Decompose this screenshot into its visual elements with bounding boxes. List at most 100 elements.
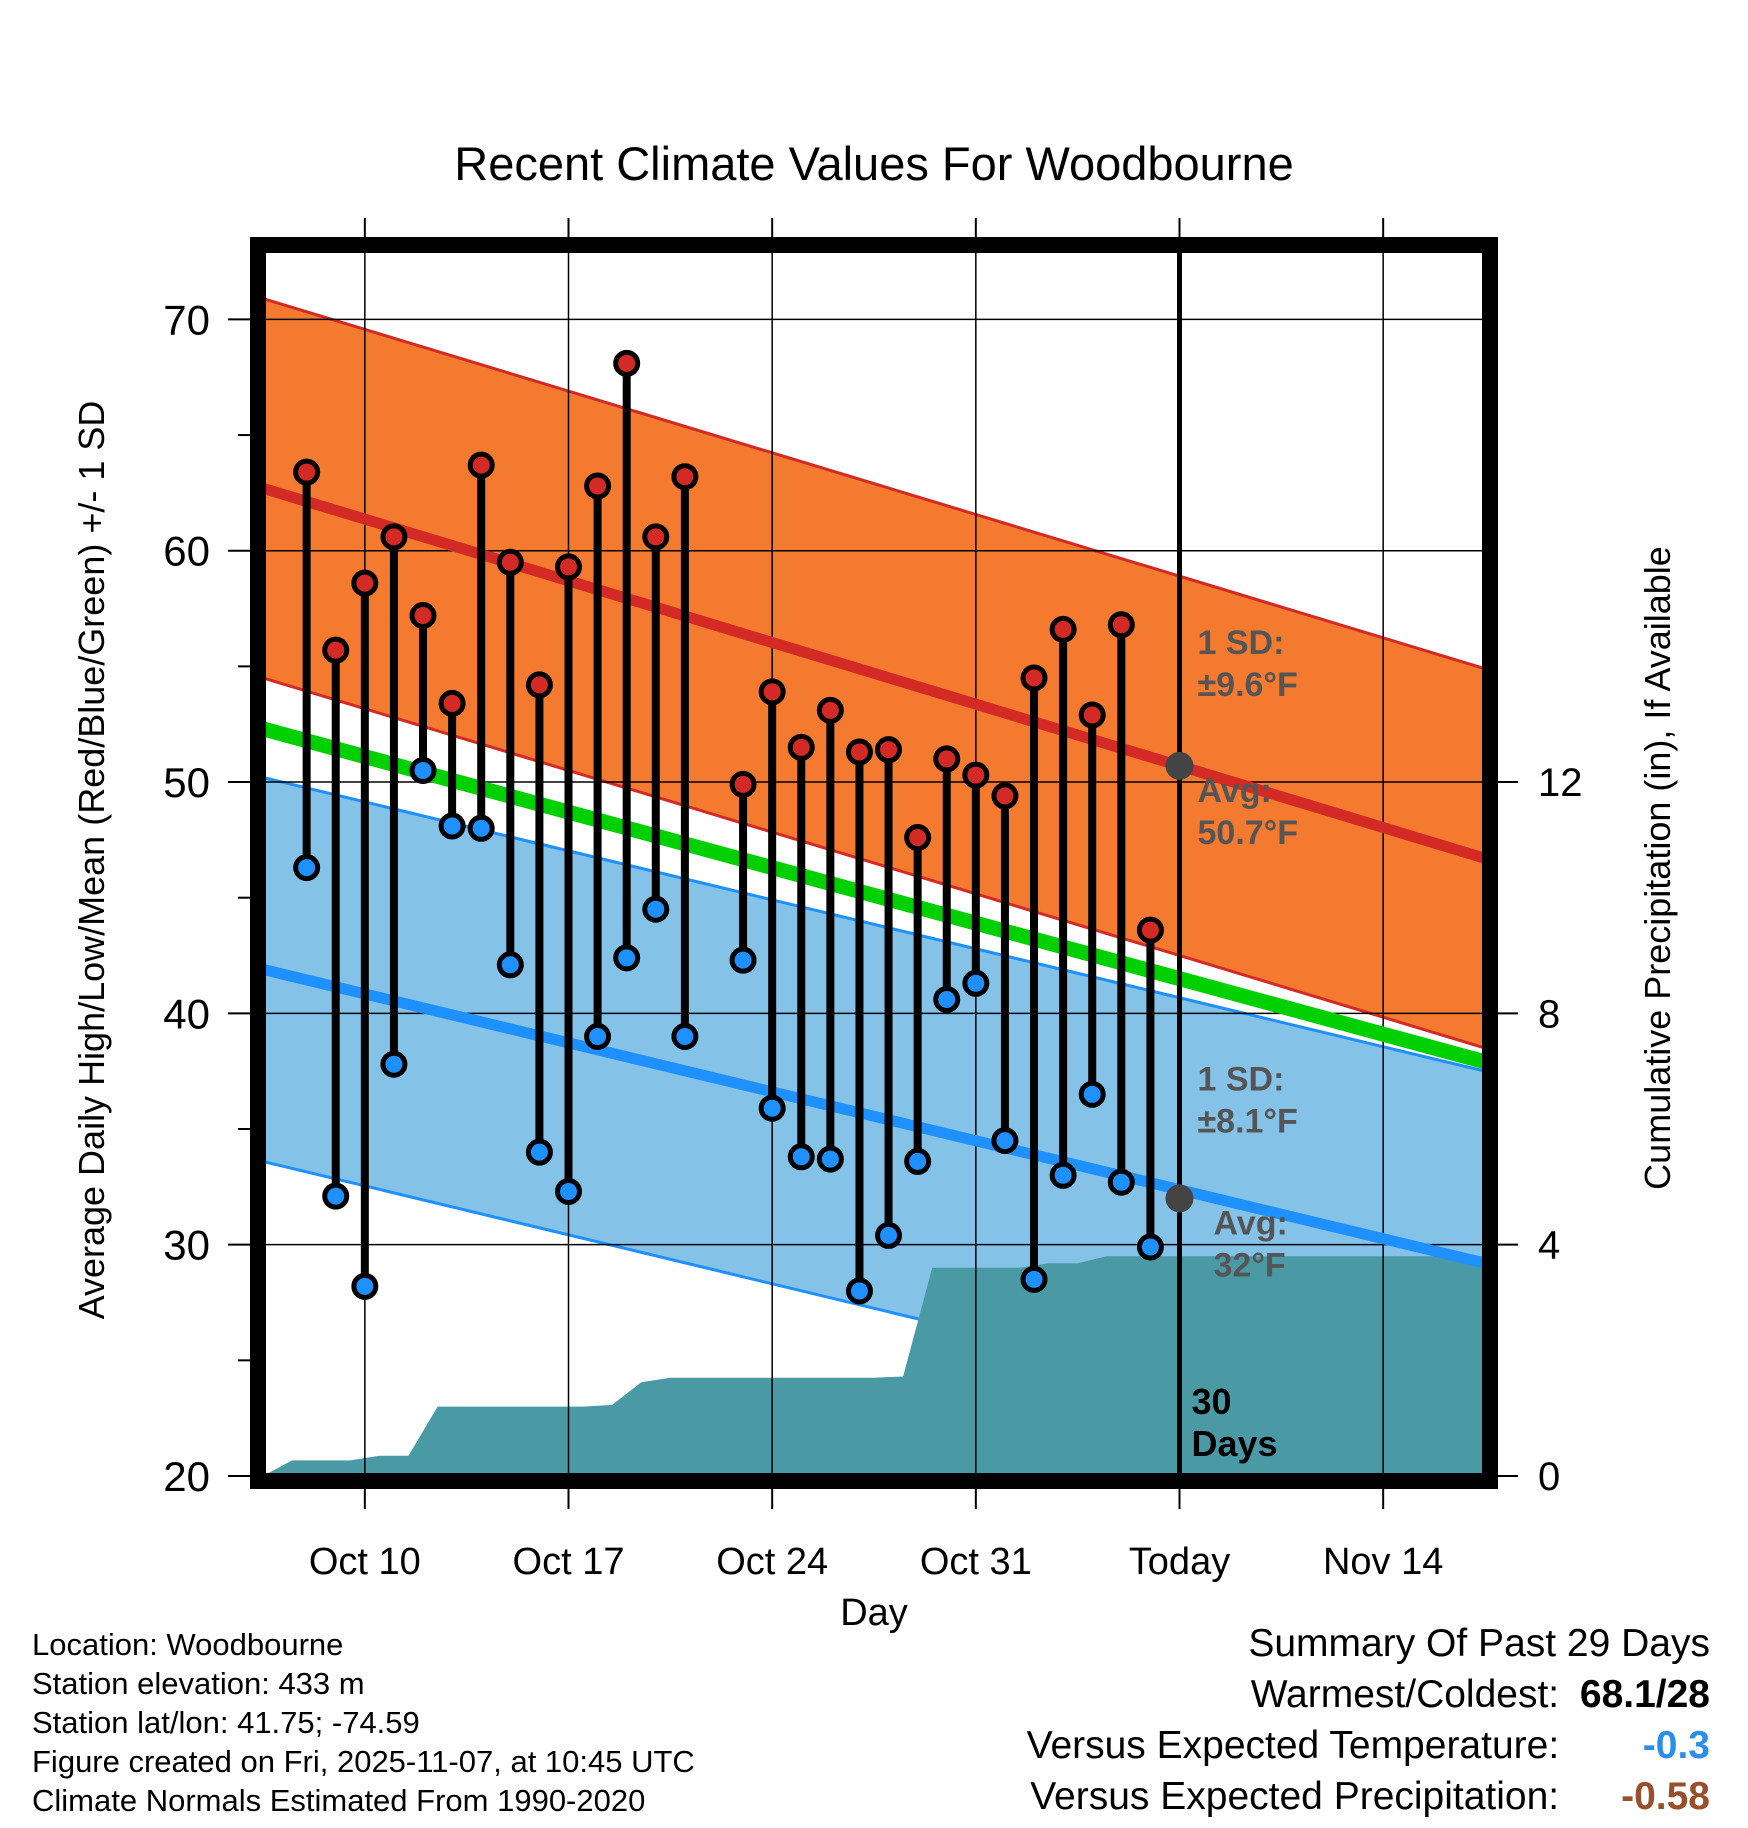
high-band-lower-edge [263, 676, 1485, 1050]
obs-low-point [613, 944, 641, 972]
high-avg-annotation-line: Avg: [1198, 772, 1272, 810]
obs-low-point [729, 946, 757, 974]
y-tick-label: 30 [163, 1222, 210, 1269]
observations [293, 349, 1164, 1305]
obs-low-point [525, 1138, 553, 1166]
annotations: 1 SD: ±9.6°F Avg: 50.7°F 1 SD: ±8.1°F Avg: 32°F… [1165, 624, 1299, 1464]
obs-high-point [380, 523, 408, 551]
obs-high-point [1107, 611, 1135, 639]
summary-precip: Versus Expected Precipitation: -0.58 [1027, 1771, 1710, 1822]
y2-tick-label: 4 [1538, 1224, 1560, 1268]
y-tick-label: 60 [163, 528, 210, 575]
obs-high-point [438, 689, 466, 717]
high-avg-annotation-line: 50.7°F [1198, 814, 1299, 852]
obs-high-point [322, 636, 350, 664]
obs-low-point [351, 1272, 379, 1300]
obs-high-point [1020, 664, 1048, 692]
obs-high-point [758, 678, 786, 706]
station-location: Location: Woodbourne [32, 1627, 344, 1662]
high-band-upper-edge [263, 297, 1485, 671]
days-annotation: 30 Days [1192, 1381, 1278, 1464]
obs-low-point [671, 1022, 699, 1050]
obs-low-point [758, 1094, 786, 1122]
climate-normals: Climate Normals Estimated From 1990-2020 [32, 1783, 646, 1818]
x-tick-label: Today [1129, 1541, 1230, 1583]
x-tick-label: Oct 17 [513, 1541, 625, 1583]
obs-high-point [555, 553, 582, 581]
today-high-avg-dot [1165, 751, 1194, 780]
summary-warm-cold: Warmest/Coldest: 68.1/28 [1027, 1669, 1710, 1720]
low-sd-annotation-line: 1 SD: [1198, 1060, 1285, 1098]
normal-high-line [263, 482, 1485, 864]
obs-low-point [933, 985, 961, 1013]
precip-value: -0.58 [1621, 1775, 1710, 1818]
y-axis-label: Average Daily High/Low/Mean (Red/Blue/Gr… [71, 401, 112, 1320]
obs-high-point [613, 349, 641, 377]
station-elevation: Station elevation: 433 m [32, 1666, 365, 1701]
obs-low-point [1049, 1161, 1077, 1189]
y2-axis-label: Cumulative Precipitation (in), If Availa… [1637, 546, 1678, 1190]
y-tick-label: 20 [163, 1453, 210, 1500]
low-avg-annotation-line: 32°F [1214, 1246, 1286, 1284]
x-tick-label: Oct 31 [920, 1541, 1032, 1583]
days-annotation-line: Days [1192, 1423, 1278, 1464]
obs-low-point [409, 756, 437, 784]
obs-high-point [991, 782, 1019, 810]
obs-low-point [584, 1022, 612, 1050]
high-sd-annotation-line: ±9.6°F [1198, 666, 1298, 704]
obs-high-point [671, 463, 699, 491]
obs-high-point [584, 472, 612, 500]
obs-high-point [962, 761, 990, 789]
station-latlon: Station lat/lon: 41.75; -74.59 [32, 1705, 420, 1740]
obs-high-point [729, 770, 757, 798]
obs-low-point [845, 1277, 873, 1305]
y-tick-label: 40 [163, 990, 210, 1037]
obs-low-point [642, 895, 670, 923]
obs-high-point [1078, 701, 1106, 729]
obs-low-point [875, 1221, 903, 1249]
temp-value: -0.3 [1642, 1724, 1710, 1767]
high-avg-annotation: Avg: 50.7°F [1198, 772, 1299, 852]
obs-high-point [1136, 916, 1164, 944]
normal-lines [263, 482, 1485, 1269]
chart-title: Recent Climate Values For Woodbourne [454, 137, 1293, 190]
obs-low-point [816, 1145, 844, 1173]
axes: 20 30 40 50 60 70 0 4 8 12 Oct 10 Oct 17 Oct 24 Oct 3… [163, 218, 1583, 1583]
obs-low-point [962, 969, 990, 997]
obs-high-point [409, 601, 437, 629]
high-sd-annotation-line: 1 SD: [1198, 624, 1285, 662]
obs-high-point [496, 548, 524, 576]
today-low-avg-dot [1165, 1184, 1194, 1213]
obs-low-point [1020, 1265, 1048, 1293]
figure-created: Figure created on Fri, 2025-11-07, at 10… [32, 1744, 695, 1779]
y2-tick-label: 8 [1538, 992, 1560, 1036]
obs-low-point [496, 951, 524, 979]
obs-high-point [642, 523, 670, 551]
x-tick-label: Nov 14 [1323, 1541, 1443, 1583]
obs-low-point [322, 1182, 350, 1210]
obs-high-point [904, 824, 932, 852]
x-tick-label: Oct 24 [716, 1541, 828, 1583]
obs-low-point [1078, 1080, 1106, 1108]
obs-low-point [555, 1177, 582, 1205]
obs-low-point [787, 1143, 815, 1171]
obs-low-point [438, 812, 466, 840]
plot-area [263, 250, 1485, 1476]
obs-low-point [380, 1050, 408, 1078]
low-sd-annotation-line: ±8.1°F [1198, 1102, 1298, 1140]
y2-tick-label: 0 [1538, 1455, 1560, 1499]
obs-low-point [1136, 1233, 1164, 1261]
obs-low-point [293, 854, 321, 882]
obs-high-point [467, 451, 495, 479]
high-sd-annotation: 1 SD: ±9.6°F [1198, 624, 1298, 704]
obs-low-point [991, 1127, 1019, 1155]
obs-high-point [875, 736, 903, 764]
x-axis-label: Day [840, 1592, 908, 1634]
normal-low-line [263, 964, 1485, 1269]
obs-high-point [787, 733, 815, 761]
obs-high-point [1049, 615, 1077, 643]
temp-label: Versus Expected Temperature: [1026, 1724, 1560, 1767]
station-info: Location: Woodbourne Station elevation: … [32, 1625, 695, 1820]
summary-temp: Versus Expected Temperature: -0.3 [1027, 1720, 1710, 1771]
